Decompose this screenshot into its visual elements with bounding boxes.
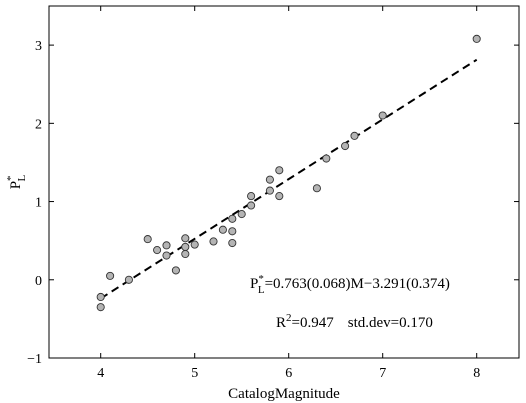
plot-area-frame [48, 5, 520, 359]
x-tick-label: 4 [97, 366, 104, 381]
data-point [181, 242, 190, 251]
data-point [153, 246, 162, 255]
x-tick-label: 7 [379, 366, 386, 381]
x-tick-label: 5 [191, 366, 198, 381]
data-point [228, 238, 237, 248]
data-point [350, 131, 359, 140]
data-point [106, 271, 115, 280]
data-point [341, 141, 350, 151]
data-point [237, 210, 246, 219]
equation-sup: * [258, 273, 264, 285]
r-squared-sup: 2 [286, 312, 292, 324]
data-point [143, 235, 152, 244]
data-point [265, 175, 274, 184]
data-point [181, 234, 190, 243]
data-point [247, 201, 256, 210]
data-point [228, 227, 237, 236]
data-point [181, 249, 190, 259]
data-point [162, 241, 171, 250]
regression-equation: P* L=0.763(0.068)M−3.291(0.374) [250, 273, 450, 296]
y-tick-label: −1 [27, 352, 42, 367]
std-dev-value: std.dev=0.170 [348, 315, 433, 331]
x-tick-label: 6 [285, 366, 292, 381]
x-tick-label: 8 [473, 366, 480, 381]
data-point [275, 166, 284, 175]
y-axis-title-sup: * [5, 175, 17, 181]
equation-main: P [250, 276, 258, 292]
data-point [265, 186, 274, 195]
data-point [247, 192, 256, 201]
x-axis-ticks: 4 5 6 7 8 [97, 6, 480, 381]
data-point [312, 184, 321, 193]
data-point [96, 303, 105, 312]
data-point [218, 225, 227, 234]
y-axis-ticks: −1 0 1 2 3 [27, 39, 519, 367]
data-point [275, 192, 284, 201]
data-point [171, 266, 180, 275]
r-squared-value: =0.947 [292, 315, 335, 331]
data-point [322, 154, 331, 163]
y-axis-title: P*L [5, 174, 28, 189]
y-axis-title-main: P [8, 181, 24, 189]
data-point [190, 240, 199, 249]
equation-rest: =0.763(0.068)M−3.291(0.374) [265, 276, 450, 292]
data-point [472, 34, 481, 43]
data-point [378, 111, 387, 120]
y-axis-title-sub: L [16, 174, 28, 181]
y-tick-label: 3 [35, 39, 42, 54]
regression-fit-line [100, 58, 478, 300]
x-axis-title: CatalogMagnitude [228, 386, 340, 402]
y-tick-label: 0 [35, 274, 42, 289]
equation-sub: L [258, 284, 265, 296]
r-squared-main: R [276, 315, 286, 331]
y-tick-label: 1 [35, 196, 42, 211]
data-points [96, 34, 481, 312]
data-point [96, 292, 105, 302]
data-point [124, 275, 133, 284]
data-point [162, 251, 171, 260]
data-point [209, 237, 218, 246]
data-point [228, 214, 237, 223]
y-tick-label: 2 [35, 117, 42, 132]
fit-statistics: R2=0.947 std.dev=0.170 [276, 312, 433, 331]
